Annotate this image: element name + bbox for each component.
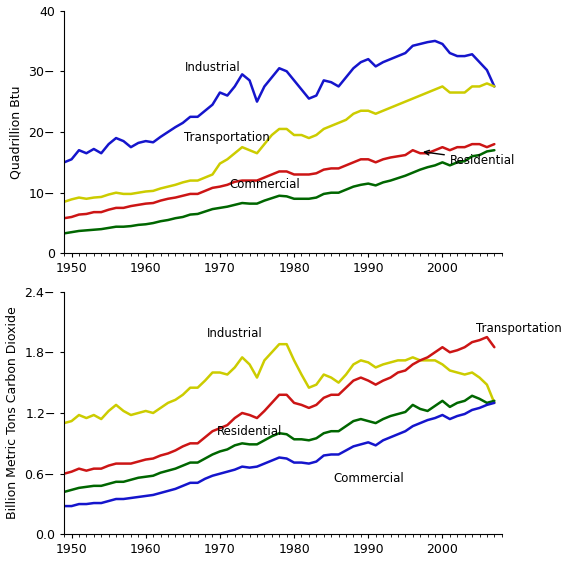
Text: Transportation: Transportation [476, 322, 561, 335]
Text: Industrial: Industrial [207, 327, 263, 340]
Text: Residential: Residential [217, 425, 282, 438]
Text: Industrial: Industrial [185, 61, 240, 74]
Y-axis label: Quadrillion Btu: Quadrillion Btu [10, 85, 23, 179]
Text: Commercial: Commercial [229, 178, 300, 191]
Text: Commercial: Commercial [333, 472, 404, 485]
Text: Residential: Residential [425, 150, 515, 166]
Text: Transportation: Transportation [184, 131, 270, 144]
Y-axis label: Billion Metric Tons Carbon Dioxide: Billion Metric Tons Carbon Dioxide [6, 307, 19, 519]
